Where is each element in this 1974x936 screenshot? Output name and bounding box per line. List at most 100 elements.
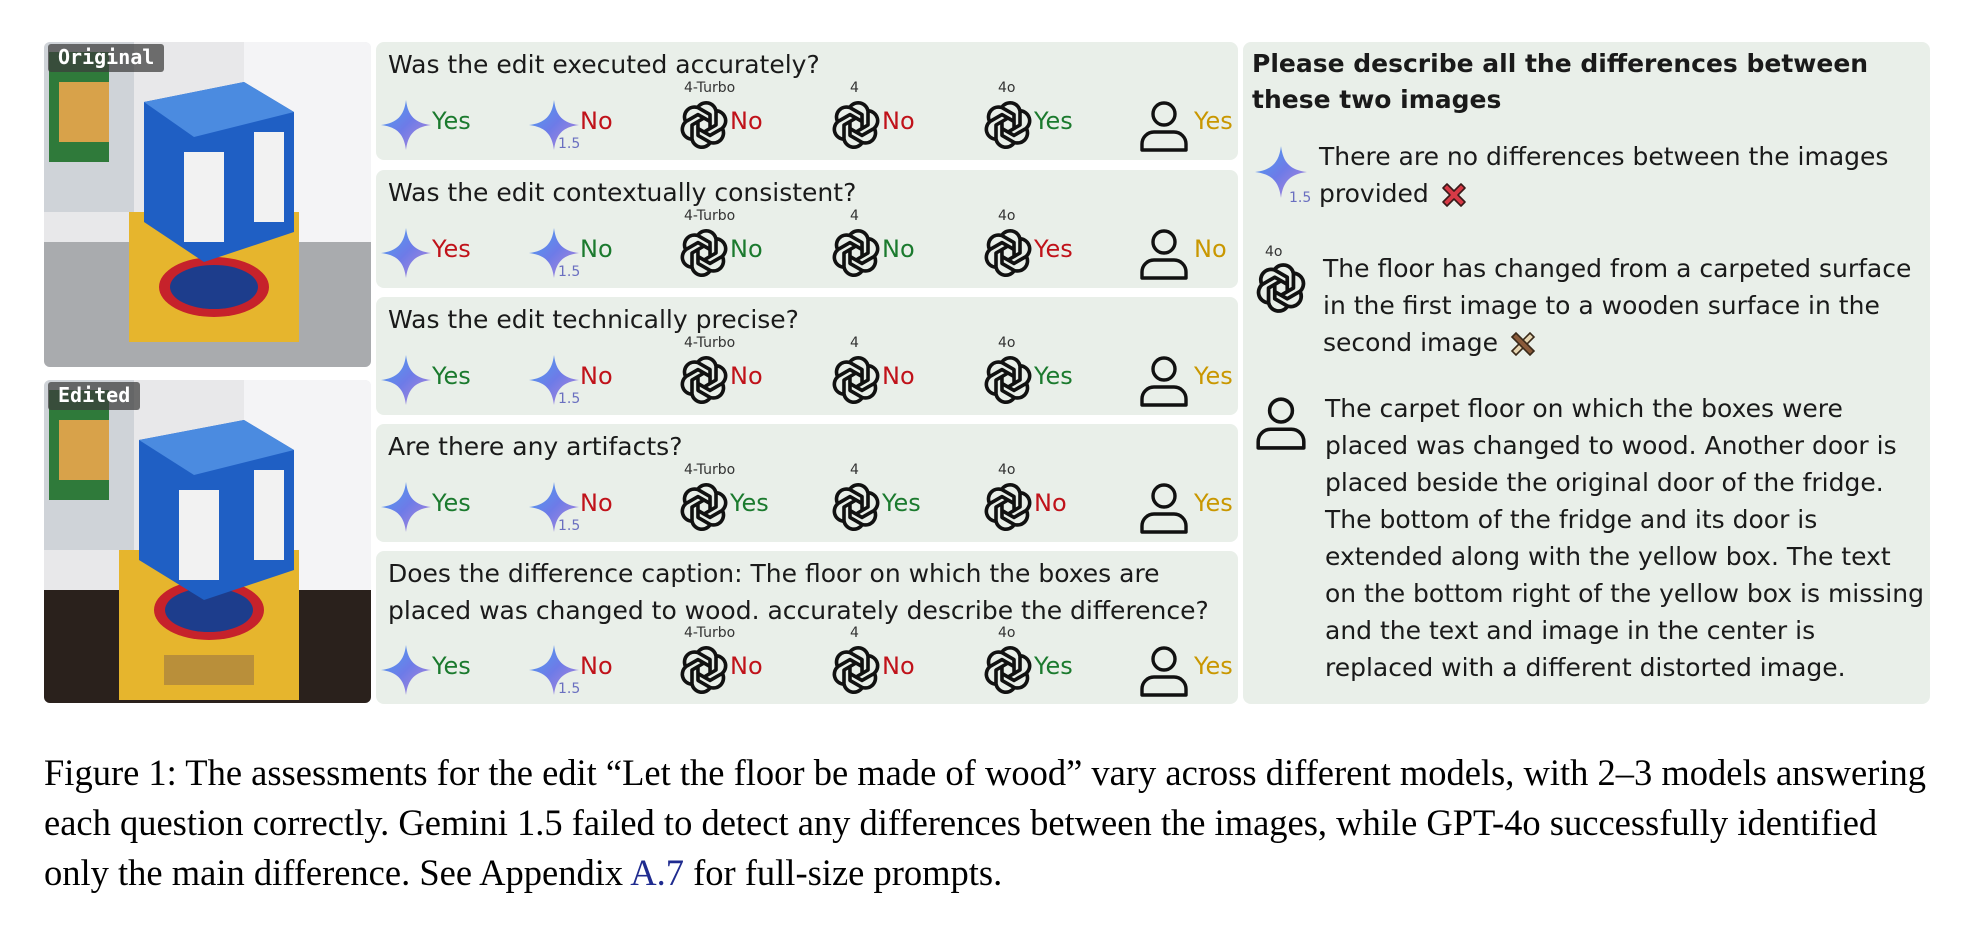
openai-icon bbox=[677, 643, 731, 697]
differences-panel: Please describe all the differences betw… bbox=[1243, 42, 1930, 704]
answer-label: Yes bbox=[1034, 235, 1073, 263]
answer-label: No bbox=[730, 652, 763, 680]
question-panel-1: Was the edit executed accurately? Yes 1.… bbox=[376, 42, 1238, 160]
answer-label: Yes bbox=[1194, 107, 1233, 135]
answer-label: Yes bbox=[432, 489, 471, 517]
answer-human: Yes bbox=[1134, 637, 1274, 701]
model-version: 4 bbox=[850, 335, 859, 351]
original-image: Original bbox=[44, 42, 371, 367]
figure-caption: Figure 1: The assessments for the edit “… bbox=[44, 748, 1934, 898]
question-panel-2: Was the edit contextually consistent? Ye… bbox=[376, 170, 1238, 288]
model-version: 4o bbox=[1265, 244, 1283, 260]
question-panel-3: Was the edit technically precise? Yes 1.… bbox=[376, 297, 1238, 415]
answer-gemini: Yes bbox=[376, 220, 516, 284]
answer-label: No bbox=[580, 489, 613, 517]
answer-gpt-4-turbo: 4-Turbo No bbox=[674, 335, 814, 411]
answer-label: No bbox=[730, 107, 763, 135]
openai-icon bbox=[981, 480, 1035, 534]
answer-label: No bbox=[580, 362, 613, 390]
answer-gemini: Yes bbox=[376, 474, 516, 538]
answer-gemini-1-5: 1.5 No bbox=[524, 637, 664, 701]
answer-label: Yes bbox=[882, 489, 921, 517]
answer-label: No bbox=[580, 235, 613, 263]
openai-icon bbox=[829, 480, 883, 534]
model-version: 1.5 bbox=[558, 681, 581, 697]
gemini-response-text: There are no differences between the ima… bbox=[1319, 138, 1925, 212]
appendix-link[interactable]: A.7 bbox=[630, 852, 684, 893]
edited-label: Edited bbox=[48, 382, 141, 410]
openai-icon bbox=[829, 643, 883, 697]
differences-prompt: Please describe all the differences betw… bbox=[1252, 49, 1869, 114]
model-version: 1.5 bbox=[1289, 190, 1312, 206]
edited-image: Edited bbox=[44, 380, 371, 703]
openai-icon bbox=[677, 353, 731, 407]
model-version: 4-Turbo bbox=[684, 80, 736, 96]
answer-label: No bbox=[882, 235, 915, 263]
answer-gemini-1-5: 1.5 No bbox=[524, 347, 664, 411]
answer-label: Yes bbox=[1194, 362, 1233, 390]
gemini-icon bbox=[379, 480, 433, 534]
answer-gpt-4-turbo: 4-Turbo No bbox=[674, 625, 814, 701]
answer-label: Yes bbox=[730, 489, 769, 517]
answer-gpt-4-turbo: 4-Turbo No bbox=[674, 208, 814, 284]
answer-label: Yes bbox=[432, 235, 471, 263]
original-label: Original bbox=[48, 44, 165, 72]
question-text: Was the edit contextually consistent? bbox=[388, 178, 857, 207]
answer-label: Yes bbox=[1194, 489, 1233, 517]
answer-gpt-4o: 4o Yes bbox=[978, 208, 1118, 284]
answer-gpt-4o: 4o Yes bbox=[978, 625, 1118, 701]
question-text: Was the edit executed accurately? bbox=[388, 50, 820, 79]
openai-icon bbox=[829, 226, 883, 280]
answer-label: No bbox=[730, 362, 763, 390]
openai-icon bbox=[677, 226, 731, 280]
answer-label: Yes bbox=[432, 107, 471, 135]
human-icon bbox=[1253, 394, 1309, 450]
answer-label: Yes bbox=[1034, 107, 1073, 135]
response-text: There are no differences between the ima… bbox=[1319, 142, 1889, 208]
human-icon bbox=[1137, 98, 1191, 152]
question-panel-4: Are there any artifacts? Yes 1.5 No 4-Tur… bbox=[376, 424, 1238, 542]
openai-icon bbox=[981, 643, 1035, 697]
answer-gpt-4: 4 Yes bbox=[826, 462, 966, 538]
answer-human: Yes bbox=[1134, 474, 1274, 538]
openai-icon bbox=[677, 98, 731, 152]
model-version: 4 bbox=[850, 462, 859, 478]
model-version: 1.5 bbox=[558, 136, 581, 152]
caption-text: Figure 1: The assessments for the edit “… bbox=[44, 752, 1926, 893]
answer-label: No bbox=[730, 235, 763, 263]
model-version: 4 bbox=[850, 208, 859, 224]
human-response-text: The carpet floor on which the boxes were… bbox=[1325, 394, 1924, 682]
model-version: 4o bbox=[998, 80, 1016, 96]
openai-icon bbox=[829, 353, 883, 407]
gemini-icon bbox=[379, 98, 433, 152]
answer-gpt-4: 4 No bbox=[826, 335, 966, 411]
answer-label: No bbox=[882, 652, 915, 680]
answer-label: Yes bbox=[1034, 362, 1073, 390]
answer-gemini: Yes bbox=[376, 637, 516, 701]
answer-label: No bbox=[882, 107, 915, 135]
answer-label: No bbox=[580, 652, 613, 680]
partial-cross-icon bbox=[1510, 331, 1536, 357]
answer-label: Yes bbox=[432, 362, 471, 390]
answer-gemini: Yes bbox=[376, 347, 516, 411]
openai-icon bbox=[829, 98, 883, 152]
openai-icon bbox=[677, 480, 731, 534]
model-version: 4o bbox=[998, 208, 1016, 224]
answer-gemini-1-5: 1.5 No bbox=[524, 220, 664, 284]
model-version: 4-Turbo bbox=[684, 462, 736, 478]
human-icon bbox=[1137, 643, 1191, 697]
answer-gpt-4: 4 No bbox=[826, 625, 966, 701]
caption-text-end: for full-size prompts. bbox=[683, 852, 1003, 893]
answer-gpt-4-turbo: 4-Turbo Yes bbox=[674, 462, 814, 538]
answer-label: No bbox=[1194, 235, 1227, 263]
question-text: Was the edit technically precise? bbox=[388, 305, 799, 334]
answer-label: Yes bbox=[1034, 652, 1073, 680]
model-version: 4-Turbo bbox=[684, 335, 736, 351]
model-version: 1.5 bbox=[558, 264, 581, 280]
answer-gpt-4: 4 No bbox=[826, 208, 966, 284]
human-icon bbox=[1137, 226, 1191, 280]
question-panel-5: Does the difference caption: The floor o… bbox=[376, 551, 1238, 704]
openai-icon bbox=[981, 226, 1035, 280]
answer-human: Yes bbox=[1134, 92, 1274, 156]
openai-icon bbox=[981, 353, 1035, 407]
